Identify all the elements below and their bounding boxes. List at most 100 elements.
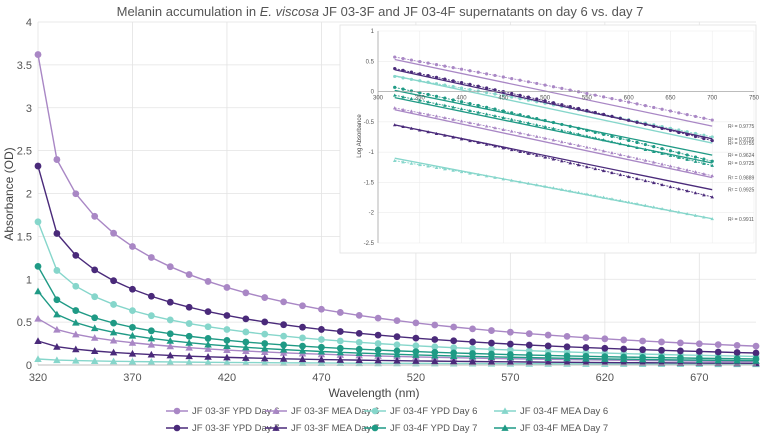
title-italic-species: E. viscosa [260,4,319,19]
x-tick-label: 420 [218,372,236,384]
y-tick-label: 4 [26,17,32,29]
inset-data-point [610,134,614,138]
data-point [242,354,250,361]
legend-label: JF 03-4F YPD Day 7 [390,423,477,434]
data-point [525,353,534,361]
inset-data-point [693,191,698,195]
inset-data-point [392,93,397,97]
inset-trendline [394,58,713,127]
data-point [242,315,250,323]
data-point [72,307,80,314]
inset-data-point [576,143,581,147]
r-squared-label: R² = 0.9624 [728,153,754,159]
data-point [374,349,382,357]
inset-data-point [593,166,598,171]
r-squared-label: R² = 0.9705 [728,137,754,143]
y-axis-title: Absorbance (OD) [2,147,16,240]
data-point [34,337,42,344]
data-point [109,348,118,356]
legend-label: JF 03-4F MEA Day 6 [520,406,608,417]
data-point [204,308,212,316]
inset-data-point [418,98,422,102]
inset-data-point [551,157,556,161]
inset-data-point [409,161,414,165]
data-point [336,328,344,335]
data-point [72,318,80,326]
inset-y-tick-label: -1 [369,150,375,156]
inset-data-point [568,88,572,92]
data-point [393,317,401,324]
data-point [393,341,401,349]
data-point [53,342,61,350]
data-point [469,345,476,352]
data-point [449,352,458,359]
inset-data-point [652,105,656,110]
inset-data-point [493,126,497,130]
data-point [223,284,231,291]
data-point [34,355,42,362]
series-group [34,51,760,350]
data-point [185,271,193,278]
data-point [658,346,665,354]
inset-data-point [434,63,439,67]
data-point [298,359,307,366]
data-point [261,318,269,326]
data-point [299,302,306,310]
data-point [619,358,628,366]
data-point [355,338,363,346]
data-point [695,356,704,364]
inset-data-point [710,139,714,143]
inset-data-point [434,165,439,169]
data-point [582,344,590,351]
data-point [601,358,609,366]
data-point [185,320,193,327]
data-point [110,277,117,285]
inset-data-point [426,100,430,104]
data-point [299,342,306,350]
inset-data-point [551,126,556,130]
data-point [260,348,269,355]
r-squared-label: R² = 0.9755 [728,141,754,147]
data-point [620,345,628,353]
data-point [91,266,99,274]
data-point [299,334,306,342]
inset-data-point [626,174,631,179]
data-point [374,331,382,339]
data-point [128,357,137,365]
inset-data-point [493,73,497,78]
inset-data-point [451,105,455,109]
inset-data-point [710,195,714,199]
data-point [525,358,534,365]
data-point [374,356,382,364]
inset-data-point [618,172,623,177]
inset-data-point [551,85,556,89]
inset-trendline [394,69,713,140]
data-point [336,356,345,363]
data-point [204,278,212,285]
data-point [242,343,250,351]
data-point [582,354,590,362]
data-point [336,348,345,356]
data-point [147,334,156,342]
inset-data-point [660,162,664,166]
data-point [601,335,609,343]
inset-data-point [451,168,455,172]
inset-data-point [618,152,623,157]
data-point [733,356,741,364]
data-point [242,328,250,336]
data-point [223,358,231,366]
inset-data-point [526,151,531,155]
inset-data-point [501,127,506,131]
inset-data-point [493,114,497,118]
inset-series-group: R² = 0.9624 [393,85,754,163]
data-point [185,343,193,351]
inset-data-point [409,58,414,62]
inset-data-point [693,131,698,136]
inset-data-point [493,88,497,92]
data-point [166,358,175,365]
inset-y-tick-label: 0.5 [366,59,375,65]
y-tick-label: 2 [26,189,32,201]
inset-data-point [409,96,414,101]
data-point [185,352,193,360]
data-point [393,333,401,341]
